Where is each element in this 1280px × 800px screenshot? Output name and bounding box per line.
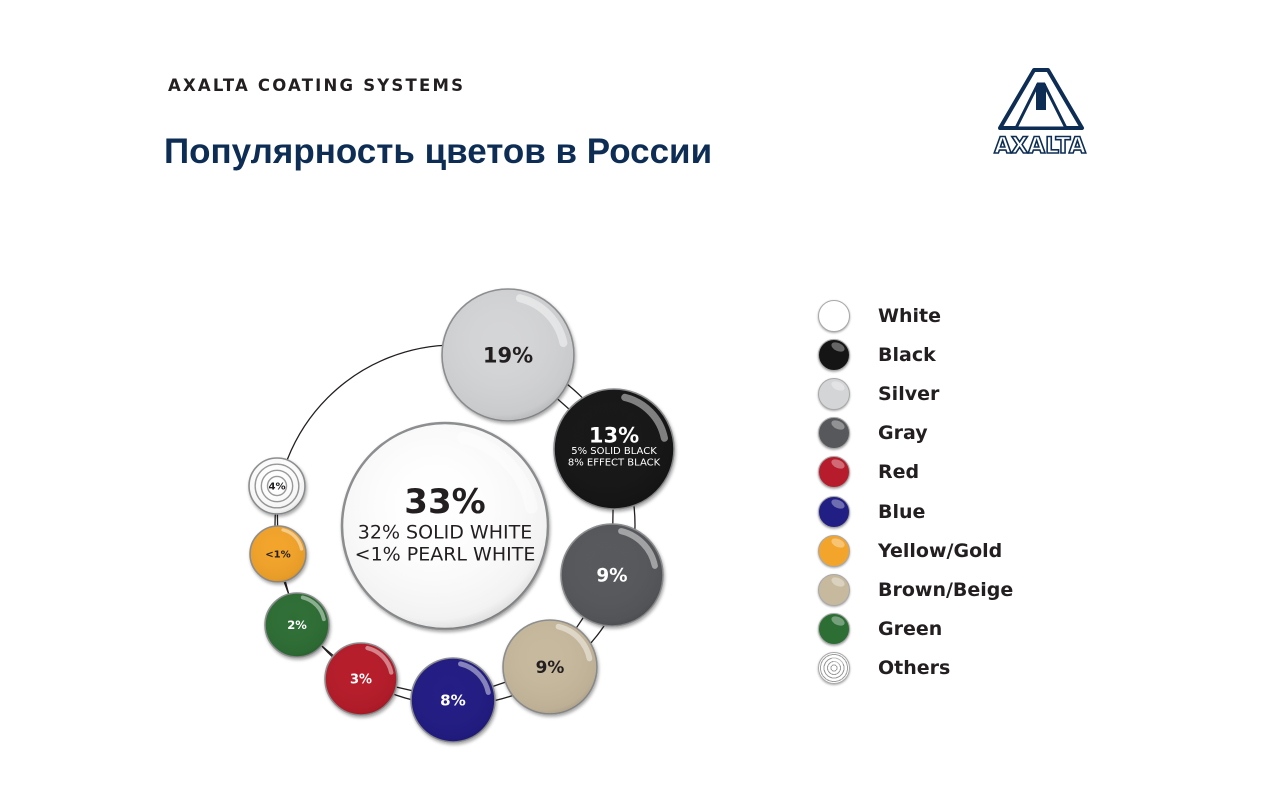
- bubble-highlight: [618, 528, 658, 569]
- bubble-highlight: [280, 460, 303, 483]
- bubble-highlight: [621, 393, 668, 442]
- legend-item-silver: Silver: [818, 374, 1013, 413]
- legend-swatch-black: [818, 338, 850, 371]
- legend-swatch-green: [818, 613, 850, 646]
- bubble-highlight: [555, 623, 593, 662]
- bubble-shading: [265, 593, 329, 657]
- bubble-shading: [325, 643, 397, 715]
- bubble-green-value: 2%: [287, 618, 307, 632]
- bubble-black-subline: 5% SOLID BLACK: [571, 446, 657, 457]
- bubble-shading: [250, 526, 306, 582]
- bubble-shading: [342, 423, 548, 629]
- bubble-others-value: 4%: [268, 482, 285, 493]
- legend-swatch-gray: [818, 417, 850, 450]
- bubble-gray: 9%: [560, 523, 664, 627]
- legend-label: Others: [878, 657, 951, 680]
- bubble-highlight: [515, 294, 568, 348]
- page-title: Популярность цветов в России: [164, 132, 713, 171]
- chart-bubbles: 33%32% SOLID WHITE<1% PEARL WHITE 19% 13%5…: [248, 288, 675, 743]
- bubble-others: 4%: [248, 457, 306, 515]
- bubble-shading: [554, 389, 674, 509]
- legend-swatch-red: [818, 456, 850, 489]
- chart-legend: White Black Silver Gray Red Blue Yellow/Gold Br…: [818, 296, 1013, 688]
- bubble-gray-value: 9%: [596, 565, 627, 586]
- bubble-green: 2%: [264, 592, 330, 658]
- logo-wordmark: AXALTA: [994, 134, 1086, 158]
- legend-item-others: Others: [818, 649, 1013, 688]
- legend-swatch-white: [818, 299, 850, 332]
- bubble-shading: [561, 524, 663, 626]
- legend-item-red: Red: [818, 453, 1013, 492]
- bubble-black-subline: 8% EFFECT BLACK: [568, 458, 661, 469]
- legend-item-green: Green: [818, 610, 1013, 649]
- legend-label: Yellow/Gold: [878, 539, 1003, 562]
- bubble-red: 3%: [324, 642, 398, 716]
- legend-label: Blue: [878, 500, 926, 523]
- bubble-highlight: [365, 645, 394, 675]
- legend-label: Silver: [878, 382, 940, 405]
- bubble-yellow-gold: <1%: [249, 525, 307, 583]
- bubble-blue: 8%: [410, 657, 496, 743]
- bubble-red-value: 3%: [350, 673, 372, 688]
- legend-item-gray: Gray: [818, 414, 1013, 453]
- company-name: AXALTA COATING SYSTEMS: [168, 76, 466, 95]
- legend-item-blue: Blue: [818, 492, 1013, 531]
- legend-item-yellow-gold: Yellow/Gold: [818, 531, 1013, 570]
- legend-item-brown-beige: Brown/Beige: [818, 570, 1013, 609]
- bubble-silver: 19%: [441, 288, 575, 422]
- legend-swatch-others: [818, 652, 850, 685]
- legend-label: Brown/Beige: [878, 578, 1014, 601]
- bubble-highlight: [281, 528, 304, 551]
- legend-label: White: [878, 304, 941, 327]
- bubble-shading: [249, 458, 305, 514]
- bubble-brown-beige: 9%: [502, 619, 598, 715]
- legend-swatch-brown-beige: [818, 573, 850, 606]
- axalta-logo: AXALTA: [976, 62, 1104, 160]
- legend-item-black: Black: [818, 335, 1013, 374]
- bubble-blue-value: 8%: [440, 691, 466, 709]
- bubble-white: 33%32% SOLID WHITE<1% PEARL WHITE: [340, 421, 550, 631]
- legend-swatch-silver: [818, 377, 850, 410]
- legend-label: Green: [878, 618, 943, 641]
- bubble-white-subline: <1% PEARL WHITE: [355, 544, 536, 566]
- bubble-shading: [411, 658, 495, 742]
- bubble-silver-value: 19%: [483, 343, 533, 367]
- bubble-highlight: [457, 431, 538, 514]
- legend-swatch-blue: [818, 495, 850, 528]
- bubble-yellow-gold-value: <1%: [265, 550, 291, 561]
- legend-item-white: White: [818, 296, 1013, 335]
- legend-label: Black: [878, 343, 936, 366]
- bubble-white-subline: 32% SOLID WHITE: [358, 522, 532, 544]
- legend-swatch-yellow-gold: [818, 534, 850, 567]
- axalta-logo-icon: AXALTA: [993, 68, 1087, 160]
- bubble-white-value: 33%: [404, 482, 485, 522]
- bubble-brown-beige-value: 9%: [536, 657, 565, 677]
- legend-label: Red: [878, 461, 920, 484]
- bubble-highlight: [458, 661, 491, 695]
- bubble-shading: [442, 289, 574, 421]
- bubble-highlight: [300, 595, 326, 622]
- legend-label: Gray: [878, 422, 928, 445]
- bubble-shading: [503, 620, 597, 714]
- bubble-black-value: 13%: [589, 424, 639, 448]
